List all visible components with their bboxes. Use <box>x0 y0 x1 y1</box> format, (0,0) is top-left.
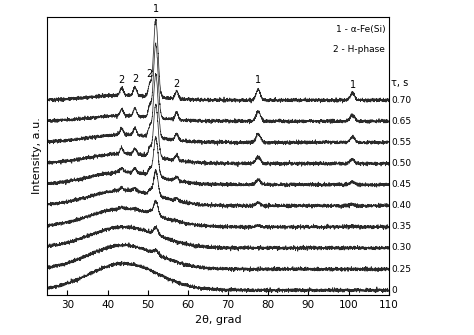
Y-axis label: Intensity, a.u.: Intensity, a.u. <box>32 117 42 194</box>
Text: 1: 1 <box>349 80 356 90</box>
Text: 0.25: 0.25 <box>391 265 411 274</box>
Text: τ, s: τ, s <box>391 78 408 88</box>
Text: 2: 2 <box>173 78 180 88</box>
Text: 2: 2 <box>118 75 125 85</box>
Text: 0.35: 0.35 <box>391 222 411 231</box>
Text: 0.65: 0.65 <box>391 117 411 126</box>
Text: 0.30: 0.30 <box>391 244 411 253</box>
Text: 0.50: 0.50 <box>391 159 411 168</box>
Text: 0.70: 0.70 <box>391 96 411 105</box>
Text: 2 - H-phase: 2 - H-phase <box>333 45 385 54</box>
Text: 1 - α-Fe(Si): 1 - α-Fe(Si) <box>336 25 385 34</box>
Text: 0.45: 0.45 <box>391 180 411 189</box>
Text: 0: 0 <box>391 286 397 295</box>
Text: 2: 2 <box>146 69 153 79</box>
Text: 2: 2 <box>132 74 138 84</box>
Text: 1: 1 <box>255 75 261 85</box>
Text: 0.40: 0.40 <box>391 201 411 210</box>
X-axis label: 2θ, grad: 2θ, grad <box>195 315 241 325</box>
Text: 0.55: 0.55 <box>391 138 411 147</box>
Text: 1: 1 <box>153 4 159 14</box>
